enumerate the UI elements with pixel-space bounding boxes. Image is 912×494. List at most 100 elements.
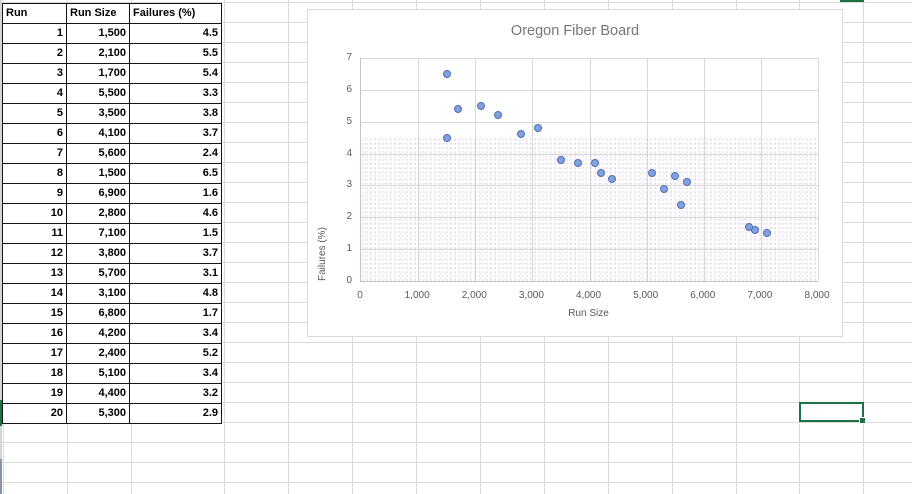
- table-row: 7 5,600 2.4: [2, 143, 222, 164]
- table-cell[interactable]: 4.5: [129, 23, 222, 44]
- x-tick-label: 7,000: [747, 290, 773, 301]
- table-cell[interactable]: 5,600: [66, 143, 130, 164]
- scatter-point[interactable]: [591, 159, 600, 168]
- table-cell[interactable]: 4,200: [66, 323, 130, 344]
- table-cell[interactable]: 5,500: [66, 83, 130, 104]
- scatter-point[interactable]: [659, 184, 668, 193]
- table-cell[interactable]: 3.4: [129, 323, 222, 344]
- scatter-point[interactable]: [574, 159, 583, 168]
- table-cell[interactable]: 18: [2, 363, 67, 384]
- table-cell[interactable]: 1.6: [129, 183, 222, 204]
- table-cell[interactable]: 3.4: [129, 363, 222, 384]
- table-cell[interactable]: 16: [2, 323, 67, 344]
- scatter-point[interactable]: [556, 155, 565, 164]
- table-cell[interactable]: 10: [2, 203, 67, 224]
- table-header-cell[interactable]: Run Size: [66, 3, 130, 24]
- table-cell[interactable]: 3.1: [129, 263, 222, 284]
- plot-gridline-v: [703, 58, 705, 281]
- scatter-chart[interactable]: Oregon Fiber Board 0 1 2 3 4 5 6 7 0 1,000 2,000 3…: [307, 9, 843, 337]
- table-cell[interactable]: 3: [2, 63, 67, 84]
- table-cell[interactable]: 4.8: [129, 283, 222, 304]
- scatter-point[interactable]: [442, 69, 451, 78]
- table-cell[interactable]: 12: [2, 243, 67, 264]
- gridline-h: [0, 442, 912, 443]
- table-cell[interactable]: 1.5: [129, 223, 222, 244]
- table-cell[interactable]: 5: [2, 103, 67, 124]
- table-cell[interactable]: 9: [2, 183, 67, 204]
- fill-handle[interactable]: [859, 417, 866, 424]
- scatter-point[interactable]: [671, 171, 680, 180]
- gridline-h: [0, 422, 912, 423]
- table-cell[interactable]: 2.4: [129, 143, 222, 164]
- table-cell[interactable]: 19: [2, 383, 67, 404]
- table-cell[interactable]: 3.2: [129, 383, 222, 404]
- scatter-point[interactable]: [516, 130, 525, 139]
- table-cell[interactable]: 6,800: [66, 303, 130, 324]
- scatter-point[interactable]: [596, 168, 605, 177]
- scatter-point[interactable]: [534, 124, 543, 133]
- gridline-v: [288, 0, 289, 494]
- table-cell[interactable]: 5.4: [129, 63, 222, 84]
- gridline-h: [0, 402, 912, 403]
- x-tick-label: 8,000: [804, 290, 830, 301]
- table-cell[interactable]: 1: [2, 23, 67, 44]
- table-cell[interactable]: 1.7: [129, 303, 222, 324]
- table-cell[interactable]: 6.5: [129, 163, 222, 184]
- table-header-cell[interactable]: Run: [2, 3, 67, 24]
- table-cell[interactable]: 1,700: [66, 63, 130, 84]
- scatter-point[interactable]: [608, 175, 617, 184]
- scatter-point[interactable]: [476, 101, 485, 110]
- selected-cell[interactable]: [799, 402, 866, 424]
- table-cell[interactable]: 7,100: [66, 223, 130, 244]
- table-cell[interactable]: 5,300: [66, 403, 130, 424]
- table-cell[interactable]: 5,100: [66, 363, 130, 384]
- scatter-point[interactable]: [648, 168, 657, 177]
- table-cell[interactable]: 3.7: [129, 243, 222, 264]
- table-cell[interactable]: 3,100: [66, 283, 130, 304]
- table-cell[interactable]: 5.2: [129, 343, 222, 364]
- table-cell[interactable]: 15: [2, 303, 67, 324]
- scatter-point[interactable]: [745, 222, 754, 231]
- table-cell[interactable]: 17: [2, 343, 67, 364]
- table-cell[interactable]: 2,800: [66, 203, 130, 224]
- scatter-point[interactable]: [454, 104, 463, 113]
- table-cell[interactable]: 1,500: [66, 163, 130, 184]
- scatter-point[interactable]: [494, 111, 503, 120]
- table-header-cell[interactable]: Failures (%): [129, 3, 222, 24]
- table-cell[interactable]: 2.9: [129, 403, 222, 424]
- table-cell[interactable]: 3.8: [129, 103, 222, 124]
- scatter-point[interactable]: [762, 229, 771, 238]
- table-cell[interactable]: 8: [2, 163, 67, 184]
- table-row: 18 5,100 3.4: [2, 363, 222, 384]
- table-row: 9 6,900 1.6: [2, 183, 222, 204]
- table-cell[interactable]: 5,700: [66, 263, 130, 284]
- plot-gridline-v: [475, 58, 477, 281]
- plot-gridline-v: [418, 58, 420, 281]
- table-cell[interactable]: 6: [2, 123, 67, 144]
- table-cell[interactable]: 5.5: [129, 43, 222, 64]
- scatter-point[interactable]: [682, 178, 691, 187]
- x-tick-label: 0: [357, 290, 363, 301]
- table-cell[interactable]: 3.7: [129, 123, 222, 144]
- table-cell[interactable]: 2: [2, 43, 67, 64]
- table-cell[interactable]: 4.6: [129, 203, 222, 224]
- table-cell[interactable]: 3,800: [66, 243, 130, 264]
- y-tick-label: 0: [346, 275, 352, 286]
- scatter-point[interactable]: [676, 200, 685, 209]
- table-cell[interactable]: 20: [2, 403, 67, 424]
- table-cell[interactable]: 11: [2, 223, 67, 244]
- table-cell[interactable]: 3,500: [66, 103, 130, 124]
- table-cell[interactable]: 4: [2, 83, 67, 104]
- table-cell[interactable]: 2,400: [66, 343, 130, 364]
- table-cell[interactable]: 4,100: [66, 123, 130, 144]
- table-cell[interactable]: 3.3: [129, 83, 222, 104]
- table-cell[interactable]: 6,900: [66, 183, 130, 204]
- table-cell[interactable]: 1,500: [66, 23, 130, 44]
- table-cell[interactable]: 4,400: [66, 383, 130, 404]
- table-cell[interactable]: 13: [2, 263, 67, 284]
- table-cell[interactable]: 14: [2, 283, 67, 304]
- scatter-point[interactable]: [442, 133, 451, 142]
- gridline-h: [0, 382, 912, 383]
- table-cell[interactable]: 2,100: [66, 43, 130, 64]
- table-cell[interactable]: 7: [2, 143, 67, 164]
